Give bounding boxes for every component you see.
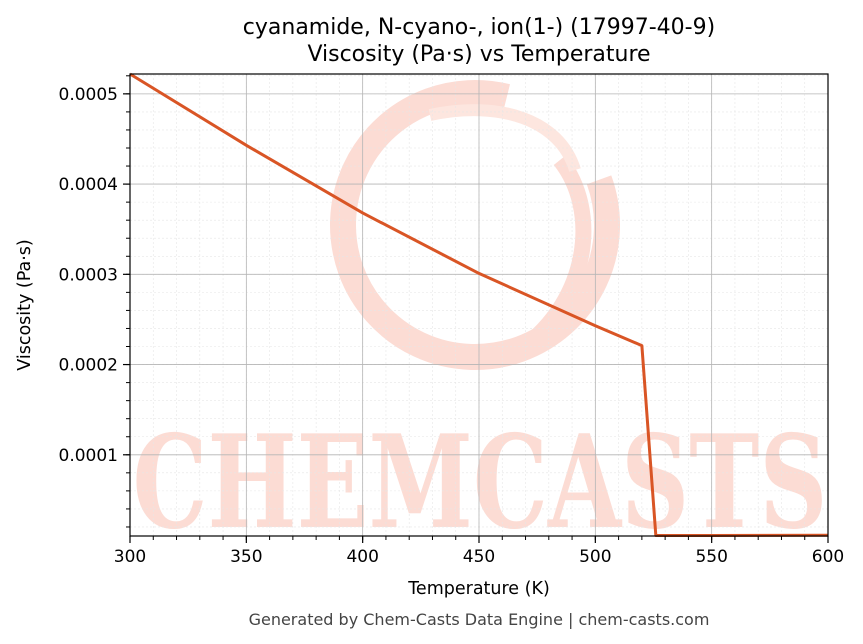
y-axis-ticks: 0.0001 0.0002 0.0003 0.0004 0.0005 <box>59 75 130 528</box>
y-tick-label: 0.0002 <box>59 356 118 376</box>
x-tick-label: 350 <box>230 547 262 567</box>
chart-title-line1: cyanamide, N-cyano-, ion(1-) (17997-40-9… <box>243 15 715 40</box>
x-tick-label: 450 <box>463 547 495 567</box>
x-tick-label: 500 <box>579 547 611 567</box>
watermark-logo <box>330 80 620 370</box>
x-tick-label: 400 <box>346 547 378 567</box>
x-axis-ticks: 300 350 400 450 500 550 600 <box>114 536 844 567</box>
y-tick-label: 0.0004 <box>59 175 118 195</box>
x-tick-label: 600 <box>812 547 844 567</box>
footer-credit: Generated by Chem-Casts Data Engine | ch… <box>249 610 710 629</box>
chart-title-line2: Viscosity (Pa·s) vs Temperature <box>307 42 650 67</box>
y-tick-label: 0.0005 <box>59 85 118 105</box>
x-tick-label: 300 <box>114 547 146 567</box>
y-tick-label: 0.0003 <box>59 265 118 285</box>
y-tick-label: 0.0001 <box>59 446 118 466</box>
x-tick-label: 550 <box>695 547 727 567</box>
x-axis-label: Temperature (K) <box>407 579 550 599</box>
watermark: CHEMCASTS <box>133 80 828 558</box>
y-axis-label: Viscosity (Pa·s) <box>15 239 35 370</box>
